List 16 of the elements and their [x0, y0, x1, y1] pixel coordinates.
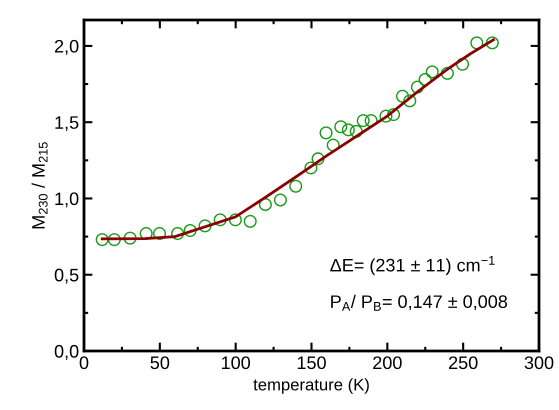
x-tick-label: 150 [298, 356, 326, 370]
x-axis-title: temperature (K) [253, 378, 369, 394]
x-tick-label: 250 [449, 356, 478, 370]
annotation: ΔE= (231 ± 11) cm$^{−1}$ [330, 256, 495, 276]
annotation: P$_{A}$/ P$_{B}$= 0,147 ± 0,008 [331, 294, 508, 311]
y-axis-title: M$_{230}$ / M$_{215}$ [32, 142, 48, 228]
x-tick-label: 0 [80, 356, 88, 370]
x-tick-label: 50 [150, 356, 170, 370]
y-tick-label: 1,0 [55, 192, 78, 208]
y-tick-label: 1,5 [55, 116, 78, 132]
x-tick-label: 300 [524, 356, 554, 370]
y-tick-label: 0,0 [54, 344, 78, 360]
y-tick-label: 0,5 [54, 268, 78, 284]
x-tick-label: 100 [222, 356, 250, 370]
y-tick-label: 2,0 [54, 40, 78, 55]
x-tick-label: 200 [373, 356, 402, 370]
